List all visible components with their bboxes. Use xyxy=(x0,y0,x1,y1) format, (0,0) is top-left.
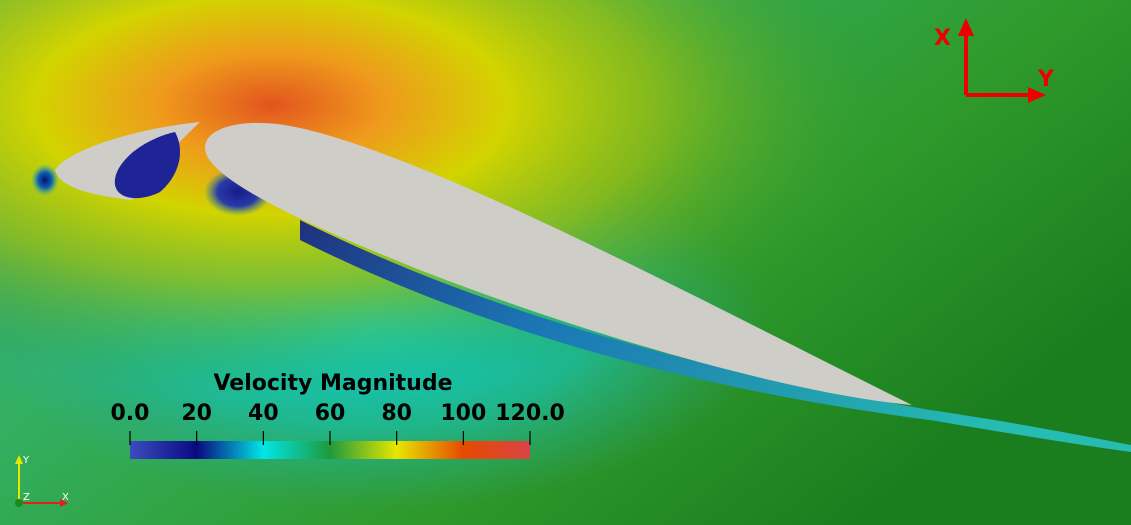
screen-axis-y-label: Y xyxy=(1037,67,1055,92)
screen-axis-x-label: X xyxy=(934,26,951,51)
legend-tick-label: 20 xyxy=(181,401,212,426)
triad-y-label: Y xyxy=(22,455,30,466)
legend-tick-label: 80 xyxy=(381,401,412,426)
legend-tick-label: 100 xyxy=(440,401,486,426)
triad-x-label: X xyxy=(62,492,69,503)
legend-tick-label: 0.0 xyxy=(111,401,150,426)
legend-tick-label: 60 xyxy=(315,401,346,426)
stagnation-spot xyxy=(31,164,59,196)
slat-cove-vortex xyxy=(114,132,180,199)
main-element xyxy=(205,122,912,405)
screen-axes: X Y xyxy=(934,18,1055,103)
color-legend: Velocity Magnitude 0.0 20 40 60 80 100 120.0 xyxy=(111,371,565,459)
legend-tick-label: 120.0 xyxy=(495,401,565,426)
legend-color-bar xyxy=(130,441,530,459)
triad-z-label: Z xyxy=(23,492,30,503)
legend-tick-label: 40 xyxy=(248,401,279,426)
legend-title: Velocity Magnitude xyxy=(213,371,452,396)
orientation-triad: Y X Z xyxy=(15,455,69,507)
